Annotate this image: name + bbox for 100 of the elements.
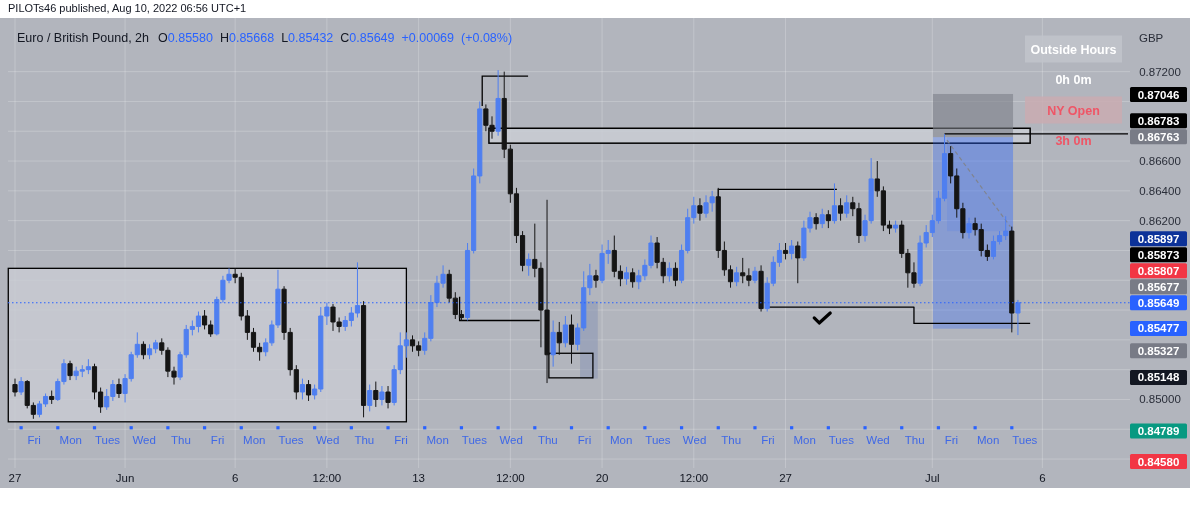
candlestick (966, 217, 972, 240)
annotation: Wed (682, 433, 707, 446)
annotation: Mon (59, 433, 82, 446)
annotation: Tues (278, 433, 304, 446)
annotation: Outside Hours (1030, 42, 1117, 57)
annotation: Fri (577, 433, 592, 446)
candlestick (49, 390, 55, 405)
candlestick (819, 208, 825, 229)
text: 0.85873 (1137, 248, 1180, 261)
candlestick (1015, 299, 1021, 336)
y-tick-label: 0.86400 (1139, 184, 1181, 197)
x-tick-label: 13 (412, 472, 426, 484)
candlestick (593, 269, 599, 289)
x-tick-label: 12:00 (679, 472, 709, 484)
candlestick (18, 376, 24, 396)
text: 0.85477 (1137, 322, 1180, 335)
annotation: Mon (793, 433, 816, 446)
candlestick (844, 194, 850, 219)
x-tick-label: 27 (779, 472, 792, 484)
annotation: Wed (866, 433, 890, 446)
annotation: Tues (461, 433, 488, 446)
annotation: Thu (904, 433, 925, 446)
x-tick-label: 6 (231, 472, 239, 484)
y-axis-title: GBP (1139, 32, 1164, 44)
candlestick (12, 378, 18, 397)
candlestick (385, 385, 391, 409)
annotation: NY Open (1047, 103, 1100, 118)
annotation: Mon (610, 433, 633, 446)
annotation: Tues (94, 433, 121, 446)
candlestick (379, 385, 385, 406)
annotation: Fri (761, 433, 775, 446)
x-tick-label: Jun (115, 472, 135, 484)
text: 0.84789 (1137, 424, 1180, 437)
x-tick-label: 27 (8, 472, 22, 484)
candlestick (893, 220, 899, 234)
x-tick-label: 12:00 (312, 472, 342, 484)
annotation: Thu (170, 433, 191, 446)
ref-line-label: 0.85649 (1137, 296, 1180, 309)
annotation: Thu (354, 433, 375, 446)
candlestick (782, 242, 789, 260)
candlestick (838, 197, 844, 222)
candlestick (1009, 226, 1015, 333)
candlestick (367, 384, 373, 412)
text: PILOTs46 published, Aug 10, 2022 06:56 UTC+1 (8, 2, 247, 14)
candlestick (373, 381, 379, 408)
candlestick (556, 321, 562, 356)
annotation: Tues (828, 433, 855, 446)
y-tick-label: 0.85000 (1139, 393, 1181, 406)
text: 0.86783 (1137, 114, 1180, 127)
annotation: Wed (315, 433, 340, 446)
candlestick (758, 264, 764, 313)
candlestick (495, 69, 501, 137)
candlestick (789, 239, 795, 260)
candlestick (831, 182, 838, 225)
text: 0.85327 (1137, 344, 1180, 357)
text: 0.86763 (1137, 130, 1180, 143)
candlestick (813, 212, 819, 231)
x-tick-label: 20 (595, 472, 609, 484)
candlestick (697, 197, 703, 222)
text: 0.85807 (1137, 264, 1180, 277)
candlestick (666, 261, 672, 283)
candlestick (672, 261, 679, 287)
annotation: Wed (132, 433, 156, 446)
annotation: Fri (394, 433, 408, 446)
candlestick (825, 209, 831, 229)
text: 0.85148 (1137, 371, 1180, 384)
candlestick (305, 379, 312, 402)
annotation: Fri (210, 433, 225, 446)
annotation: Mon (426, 433, 449, 446)
y-tick-label: 0.86200 (1139, 214, 1181, 227)
text: 0.84580 (1137, 455, 1180, 468)
candlestick (361, 300, 367, 418)
annotation: 0h 0m (1055, 73, 1092, 87)
text: O0.85580 H0.85668 L0.85432 C0.85649 +0.00069 (+0.08%) (158, 31, 513, 45)
annotation: Mon (976, 433, 1000, 446)
annotation: Thu (537, 433, 558, 446)
text: 0.87046 (1137, 88, 1180, 101)
candlestick (795, 241, 801, 284)
candlestick (67, 360, 73, 381)
candlestick (140, 340, 146, 360)
candlestick (562, 315, 568, 348)
x-tick-label: 6 (1039, 472, 1046, 484)
annotation: Thu (721, 433, 742, 446)
x-tick-label: 12:00 (495, 472, 525, 484)
annotation: 3h 0m (1055, 134, 1092, 148)
candlestick (116, 378, 122, 399)
candlestick (299, 378, 305, 400)
candlestick (550, 319, 556, 368)
candlestick (734, 266, 740, 287)
annotation: Wed (499, 433, 523, 446)
annotation: Mon (243, 433, 266, 446)
x-tick-label: Jul (924, 472, 940, 484)
candlestick (752, 266, 758, 284)
annotation: Tues (645, 433, 671, 446)
candlestick (568, 314, 575, 365)
annotation: Tues (1012, 433, 1038, 446)
candlestick (630, 267, 636, 289)
text: Euro / British Pound, 2h (17, 31, 150, 45)
y-tick-label: 0.86600 (1139, 155, 1181, 168)
y-tick-label: 0.87200 (1139, 65, 1181, 78)
